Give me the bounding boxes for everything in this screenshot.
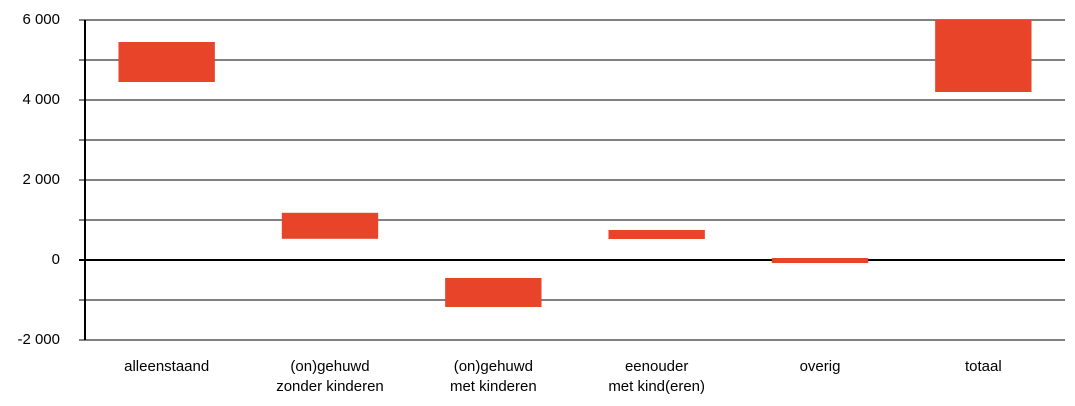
bar (935, 20, 1032, 92)
bar (771, 258, 869, 263)
x-tick-label: met kinderen (450, 378, 537, 395)
x-tick-label: overig (800, 358, 841, 375)
x-tick-label: zonder kinderen (276, 378, 384, 395)
bar (608, 230, 705, 239)
bar (281, 212, 379, 239)
x-tick-label: met kind(eren) (608, 378, 705, 395)
bar (118, 42, 215, 82)
x-tick-label: eenouder (625, 358, 688, 375)
y-tick-label: 0 (52, 251, 60, 268)
y-tick-label: 6 000 (22, 11, 60, 28)
y-tick-label: 4 000 (22, 91, 60, 108)
y-tick-label: -2 000 (17, 331, 60, 348)
x-tick-label: totaal (965, 358, 1002, 375)
y-tick-label: 2 000 (22, 171, 60, 188)
x-tick-label: (on)gehuwd (454, 358, 533, 375)
bar (445, 278, 542, 307)
x-tick-label: (on)gehuwd (290, 358, 369, 375)
x-tick-label: alleenstaand (124, 358, 209, 375)
